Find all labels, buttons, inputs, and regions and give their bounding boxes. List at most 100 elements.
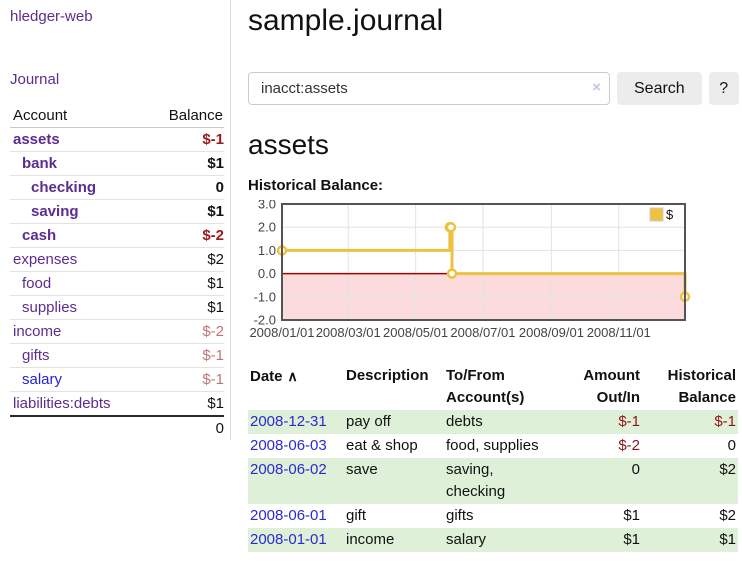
account-row: assets $-1 (10, 128, 224, 152)
sidebar: hledger-web Journal Account Balance asse… (0, 0, 231, 440)
account-row: salary $-1 (10, 367, 224, 392)
transaction-date-link[interactable]: 2008-06-01 (250, 507, 327, 524)
col-date[interactable]: Date ∧ (250, 368, 298, 385)
transaction-amount: $-2 (618, 437, 640, 454)
account-balance: $1 (145, 151, 224, 176)
account-balance: $-1 (145, 343, 224, 368)
account-link[interactable]: supplies (22, 299, 78, 316)
transaction-row: 2008-01-01 income salary $1 $1 (248, 528, 738, 552)
account-balance: $-2 (145, 223, 224, 248)
transaction-row: 2008-06-01 gift gifts $1 $2 (248, 504, 738, 528)
svg-text:0.0: 0.0 (258, 266, 276, 281)
accounts-col-balance: Balance (145, 105, 224, 128)
account-link[interactable]: checking (31, 179, 97, 196)
account-balance: $1 (145, 295, 224, 320)
account-link[interactable]: assets (13, 131, 60, 148)
account-row: cash $-2 (10, 223, 224, 248)
account-balance: $1 (145, 271, 224, 296)
chart-label: Historical Balance: (248, 177, 384, 194)
search-input[interactable] (248, 72, 610, 105)
svg-text:-2.0: -2.0 (254, 313, 276, 328)
transaction-row: 2008-12-31 pay off debts $-1 $-1 (248, 410, 738, 434)
svg-text:2008/09/01: 2008/09/01 (519, 325, 584, 340)
transaction-balance: $2 (642, 458, 738, 504)
transaction-amount: $1 (623, 507, 640, 524)
transaction-amount: $1 (556, 528, 642, 552)
help-button[interactable]: ? (708, 72, 739, 105)
account-balance: 0 (145, 175, 224, 200)
transaction-date-link[interactable]: 2008-06-03 (250, 437, 327, 454)
register-table: Date ∧ Description To/From Account(s) Amo… (248, 364, 738, 552)
transaction-accounts: salary (444, 528, 556, 552)
account-link[interactable]: income (13, 323, 62, 340)
page-title: sample.journal (248, 4, 444, 37)
register-tbody: 2008-12-31 pay off debts $-1 $-1 2008-06-03 ea… (248, 410, 738, 552)
col-amount: Amount Out/In (583, 367, 640, 406)
transaction-description: income (344, 528, 444, 552)
transaction-balance: 0 (727, 437, 736, 454)
nav-journal-link[interactable]: Journal (10, 71, 60, 88)
account-balance: $1 (145, 199, 224, 224)
transaction-amount: $-1 (556, 410, 642, 434)
account-balance: $-2 (145, 319, 224, 344)
transaction-accounts: debts (444, 410, 556, 434)
transaction-accounts: gifts (446, 507, 474, 524)
account-row: checking 0 (10, 175, 224, 200)
transaction-amount: 0 (556, 458, 642, 504)
transaction-date-link[interactable]: 2008-06-02 (250, 461, 327, 478)
svg-text:2008/01/01: 2008/01/01 (249, 325, 314, 340)
transaction-row: 2008-06-02 save saving, checking 0 $2 (248, 458, 738, 504)
account-row: food $1 (10, 271, 224, 296)
svg-text:3.0: 3.0 (258, 200, 276, 212)
svg-text:-1.0: -1.0 (254, 289, 276, 304)
svg-text:2.0: 2.0 (258, 220, 276, 235)
account-row: saving $1 (10, 199, 224, 224)
account-link[interactable]: bank (22, 155, 58, 172)
account-link[interactable]: liabilities:debts (13, 395, 111, 412)
transaction-date-link[interactable]: 2008-01-01 (250, 531, 327, 548)
account-balance: $-1 (145, 367, 224, 392)
account-link[interactable]: cash (22, 227, 57, 244)
transaction-date-link[interactable]: 2008-12-31 (250, 413, 327, 430)
col-balance: Historical Balance (667, 367, 736, 406)
brand-link[interactable]: hledger-web (10, 8, 93, 25)
transaction-description: gift (346, 507, 367, 524)
brand: hledger-web (10, 8, 224, 25)
sort-asc-icon: ∧ (287, 368, 298, 384)
transaction-accounts: saving, checking (444, 458, 556, 504)
svg-text:2008/07/01: 2008/07/01 (450, 325, 515, 340)
account-balance: $1 (145, 391, 224, 416)
transaction-row: 2008-06-03 eat & shop food, supplies $-2 0 (248, 434, 738, 458)
sidebar-nav: Journal (10, 71, 224, 88)
transaction-balance: $1 (642, 528, 738, 552)
clear-search-icon[interactable]: × (592, 79, 601, 96)
transaction-accounts: food, supplies (446, 437, 539, 454)
accounts-table: Account Balance assets $-1 bank $1 checking 0… (10, 105, 224, 440)
accounts-col-account: Account (10, 105, 146, 128)
account-link[interactable]: gifts (22, 347, 50, 364)
account-balance: $2 (145, 247, 224, 272)
search-button[interactable]: Search (617, 72, 702, 105)
register-header-row: Date ∧ Description To/From Account(s) Amo… (248, 364, 738, 410)
transaction-description: save (344, 458, 444, 504)
account-row: expenses $2 (10, 247, 224, 272)
svg-text:2008/11/01: 2008/11/01 (587, 325, 651, 340)
account-row: liabilities:debts $1 (10, 391, 224, 416)
svg-text:2008/03/01: 2008/03/01 (316, 325, 381, 340)
account-row: bank $1 (10, 151, 224, 176)
account-link[interactable]: expenses (13, 251, 78, 268)
account-row: supplies $1 (10, 295, 224, 320)
account-row: income $-2 (10, 319, 224, 344)
accounts-total-row: 0 (10, 415, 224, 440)
account-balance: $-1 (202, 131, 224, 148)
search-form: × Search ? (248, 72, 739, 105)
account-link[interactable]: salary (22, 371, 63, 388)
account-link[interactable]: food (22, 275, 52, 292)
accounts-total-value: 0 (145, 415, 224, 440)
transaction-balance: $-1 (642, 410, 738, 434)
account-heading: assets (248, 129, 329, 160)
transaction-balance: $2 (719, 507, 736, 524)
account-link[interactable]: saving (31, 203, 79, 220)
